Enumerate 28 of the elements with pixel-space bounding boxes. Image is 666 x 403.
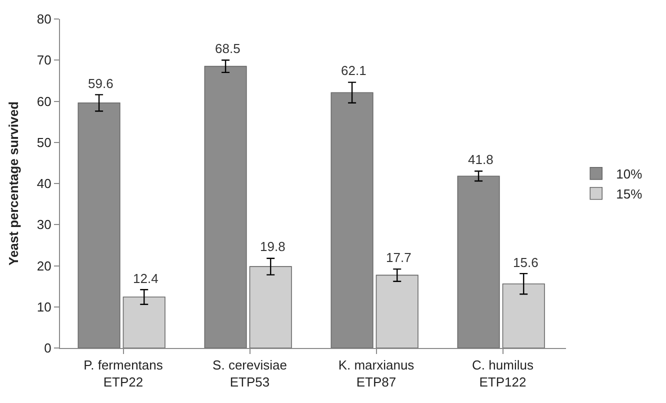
- data-label: 15.6: [513, 255, 538, 270]
- y-tick-label: 20: [36, 258, 52, 274]
- y-tick-label: 60: [36, 94, 52, 109]
- x-tick-label: S. cerevisiae ETP53: [212, 358, 287, 390]
- legend-label: 10%: [616, 166, 643, 182]
- legend-label: 15%: [616, 186, 643, 202]
- data-label: 68.5: [215, 41, 240, 56]
- data-label: 62.1: [341, 63, 366, 78]
- bar: [502, 283, 545, 348]
- y-tick-label: 70: [36, 52, 52, 68]
- y-tick-label: 10: [36, 299, 52, 314]
- bar: [249, 266, 292, 348]
- data-label: 17.7: [386, 250, 412, 265]
- bar: [376, 274, 418, 348]
- data-label: 41.8: [468, 152, 494, 167]
- y-tick-label: 80: [36, 12, 52, 27]
- data-label: 12.4: [133, 271, 158, 286]
- y-tick-label: 40: [36, 176, 52, 192]
- data-label: 19.8: [260, 239, 286, 254]
- x-tick-label: P. fermentans ETP22: [84, 358, 164, 390]
- y-tick-label: 50: [36, 134, 52, 150]
- x-tick-label: C. humilus ETP122: [472, 358, 534, 390]
- data-label: 59.6: [88, 76, 114, 91]
- x-tick-label: K. marxianus ETP87: [338, 358, 415, 390]
- bar: [122, 296, 166, 348]
- y-axis-title: Yeast percentage survived: [6, 101, 21, 266]
- y-tick-label: 0: [44, 340, 52, 356]
- y-tick-label: 30: [36, 217, 52, 232]
